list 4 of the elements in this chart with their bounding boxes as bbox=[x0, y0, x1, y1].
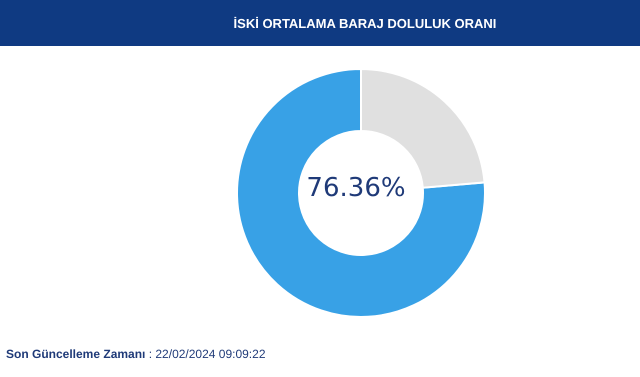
chart-title: İSKİ ORTALAMA BARAJ DOLULUK ORANI bbox=[234, 16, 496, 30]
data-label: 76.36% bbox=[306, 173, 406, 203]
text: Son Güncelleme Zamanı : 22/02/2024 09:09:22 bbox=[6, 347, 266, 361]
donut-slice bbox=[236, 68, 486, 318]
